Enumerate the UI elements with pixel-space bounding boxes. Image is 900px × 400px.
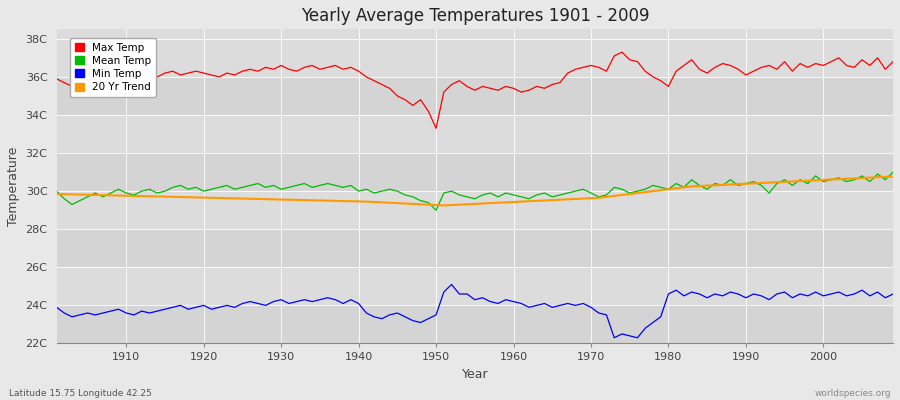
Text: worldspecies.org: worldspecies.org xyxy=(814,389,891,398)
Min Temp xyxy=(330,297,341,302)
Legend: Max Temp, Mean Temp, Min Temp, 20 Yr Trend: Max Temp, Mean Temp, Min Temp, 20 Yr Tre… xyxy=(70,38,157,98)
Bar xyxy=(57,191,893,229)
Min Temp xyxy=(887,292,898,296)
Min Temp xyxy=(113,307,124,312)
Mean Temp xyxy=(516,194,526,199)
Min Temp xyxy=(284,301,294,306)
Max Temp xyxy=(616,50,627,54)
Bar xyxy=(57,229,893,267)
20 Yr Trend xyxy=(887,174,898,179)
Max Temp xyxy=(284,67,294,72)
Min Temp xyxy=(508,299,519,304)
20 Yr Trend xyxy=(608,194,619,198)
Mean Temp xyxy=(431,208,442,212)
20 Yr Trend xyxy=(438,203,449,208)
Max Temp xyxy=(887,59,898,64)
Mean Temp xyxy=(330,183,341,188)
Mean Temp xyxy=(113,187,124,192)
Max Temp xyxy=(516,90,526,94)
Bar xyxy=(57,305,893,344)
Min Temp xyxy=(608,335,619,340)
Min Temp xyxy=(516,301,526,306)
Bar xyxy=(57,39,893,77)
20 Yr Trend xyxy=(284,197,294,202)
Bar xyxy=(57,267,893,305)
20 Yr Trend xyxy=(113,193,124,198)
Min Temp xyxy=(616,332,627,336)
Text: Latitude 15.75 Longitude 42.25: Latitude 15.75 Longitude 42.25 xyxy=(9,389,152,398)
20 Yr Trend xyxy=(330,198,341,203)
Mean Temp xyxy=(508,192,519,197)
Max Temp xyxy=(608,54,619,58)
20 Yr Trend xyxy=(516,199,526,204)
Min Temp xyxy=(446,282,457,287)
Line: Mean Temp: Mean Temp xyxy=(57,172,893,210)
20 Yr Trend xyxy=(508,200,519,204)
Bar xyxy=(57,77,893,115)
Max Temp xyxy=(51,76,62,81)
Line: 20 Yr Trend: 20 Yr Trend xyxy=(57,176,893,206)
Bar xyxy=(57,153,893,191)
20 Yr Trend xyxy=(51,192,62,196)
Title: Yearly Average Temperatures 1901 - 2009: Yearly Average Temperatures 1901 - 2009 xyxy=(301,7,649,25)
Max Temp xyxy=(431,126,442,131)
X-axis label: Year: Year xyxy=(462,368,488,381)
Max Temp xyxy=(330,63,341,68)
Bar xyxy=(57,115,893,153)
Max Temp xyxy=(113,76,124,81)
Mean Temp xyxy=(887,170,898,174)
Mean Temp xyxy=(284,185,294,190)
Line: Max Temp: Max Temp xyxy=(57,52,893,128)
Mean Temp xyxy=(51,189,62,194)
Line: Min Temp: Min Temp xyxy=(57,284,893,338)
Y-axis label: Temperature: Temperature xyxy=(7,147,20,226)
Mean Temp xyxy=(608,185,619,190)
Min Temp xyxy=(51,305,62,310)
Max Temp xyxy=(508,86,519,91)
